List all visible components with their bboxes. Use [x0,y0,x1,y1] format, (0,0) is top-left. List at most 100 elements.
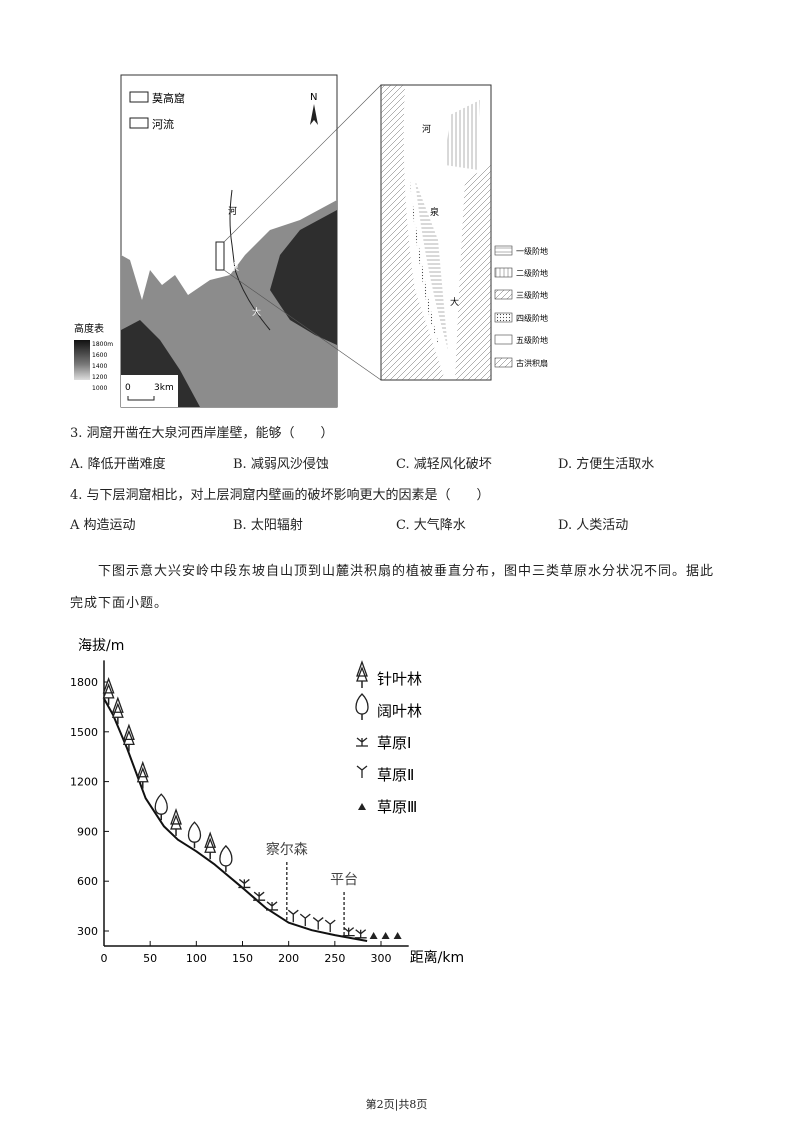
conifer-marker [111,696,124,725]
elev-tick: 1000 [92,385,107,392]
intro-paragraph: 下图示意大兴安岭中段东坡自山顶到山麓洪积扇的植被垂直分布，图中三类草原水分状况不… [70,564,715,611]
zoom-line [223,269,382,381]
cave-marker [215,241,225,271]
inset-fan-area [381,85,445,380]
river-line [229,189,271,331]
x-tick-label: 100 [186,952,207,965]
legend-grass3-icon [358,803,366,810]
inset-label-he: 河 [422,123,431,135]
y-axis-label: 海拔/m [78,638,124,654]
map-label-da: 大 [252,306,261,318]
q3-option-c[interactable]: C. 减轻风化破坏 [396,457,492,472]
inset-legend-label: 一级阶地 [516,246,548,256]
broadleaf-marker [154,793,168,821]
y-tick-label: 600 [77,875,98,888]
grass1-marker [238,878,251,889]
grass1-marker [342,927,355,937]
y-tick-label: 1500 [70,726,98,739]
q4-option-c[interactable]: C. 大气降水 [396,518,466,533]
legend-broadleaf-icon [355,693,369,720]
scale-zero: 0 [125,383,131,393]
inset-terrace-1 [415,180,448,350]
inset-legend-label: 四级阶地 [516,313,548,323]
inset-label-da: 大 [450,296,459,308]
elev-tick: 1400 [92,363,107,370]
legend-grass2-icon [356,765,368,778]
grass2-marker [312,917,324,930]
elev-tick: 1600 [92,352,107,359]
y-tick-label: 1800 [70,676,98,689]
inset-legend-label: 古洪积扇 [516,358,548,368]
annotation-label: 察尔森 [266,841,308,858]
inset-label-quan: 泉 [430,206,439,218]
question-4-stem: 4. 与下层洞窟相比，对上层洞窟内壁画的破坏影响更大的因素是（ ） [70,488,490,503]
inset-legend-label: 三级阶地 [516,290,548,300]
q4-option-a[interactable]: A 构造运动 [70,518,136,533]
y-tick-label: 300 [77,925,98,938]
scale-end: 3km [154,383,174,393]
conifer-marker [122,723,135,752]
x-tick-label: 150 [232,952,253,965]
inset-legend-label: 五级阶地 [516,335,548,345]
x-tick-label: 0 [101,952,108,965]
x-tick-label: 50 [143,952,157,965]
map-label-quan: 泉 [230,261,239,273]
legend-label: 草原Ⅱ [377,766,414,784]
legend-label: 针叶林 [377,670,422,688]
grass2-marker [299,913,311,927]
annotation-label: 平台 [330,872,358,888]
river-legend-icon [129,117,149,129]
x-tick-label: 250 [324,952,345,965]
north-arrow-label: N [310,92,317,103]
grass1-marker [253,891,266,901]
elevation-legend-bar [74,340,90,380]
map-label-he: 河 [228,205,237,217]
terrain-profile-line [103,698,368,942]
y-tick-label: 900 [77,825,98,838]
broadleaf-marker [187,821,202,849]
inset-terrace-2 [445,100,480,170]
zoom-line [223,84,382,243]
mogao-map-figure: 莫高窟 河流 N 河 泉 大 0 3km 高度表 1800m 1600 1400… [74,74,548,408]
q4-option-b[interactable]: B. 太阳辐射 [233,518,303,533]
grass1-marker [354,929,367,939]
grass3-marker [393,931,402,939]
conifer-marker [170,807,182,836]
elev-tick: 1800m [92,341,113,348]
inset-terrace-3 [455,165,491,380]
x-tick-label: 200 [278,952,299,965]
cave-legend-icon [129,91,149,103]
legend-label: 阔叶林 [377,702,422,720]
broadleaf-marker [219,844,233,872]
conifer-marker [102,676,115,705]
q3-option-a[interactable]: A. 降低开凿难度 [70,457,166,472]
page-footer: 第2页|共8页 [365,1098,428,1111]
legend-river-label: 河流 [152,117,174,131]
conifer-marker [136,760,149,789]
question-3-stem: 3. 洞窟开凿在大泉河西岸崖壁，能够（ ） [70,426,334,441]
conifer-marker [204,831,217,860]
scale-box [121,375,178,407]
x-axis-label: 距离/km [410,949,464,966]
q4-option-d[interactable]: D. 人类活动 [558,518,629,533]
y-tick-label: 1200 [70,776,98,789]
legend-conifer-icon [356,660,368,688]
grass2-marker [287,909,299,923]
elevation-legend-title: 高度表 [74,322,104,335]
high-terrain [270,210,337,345]
inset-legend: 一级阶地 二级阶地 三级阶地 四级阶地 五级阶地 古洪积扇 [494,245,548,368]
legend-grass1-icon [356,737,368,747]
q3-option-d[interactable]: D. 方便生活取水 [558,457,655,472]
grass3-marker [381,931,390,939]
x-tick-label: 300 [371,952,392,965]
scale-bar [127,396,155,401]
grass1-marker [266,901,279,911]
q3-option-b[interactable]: B. 减弱风沙侵蚀 [233,457,329,472]
legend-label: 草原Ⅰ [377,734,411,752]
legend-label: 草原Ⅲ [377,798,417,816]
elev-tick: 1200 [92,374,107,381]
grass3-marker [369,931,378,939]
inset-legend-label: 二级阶地 [516,268,548,278]
